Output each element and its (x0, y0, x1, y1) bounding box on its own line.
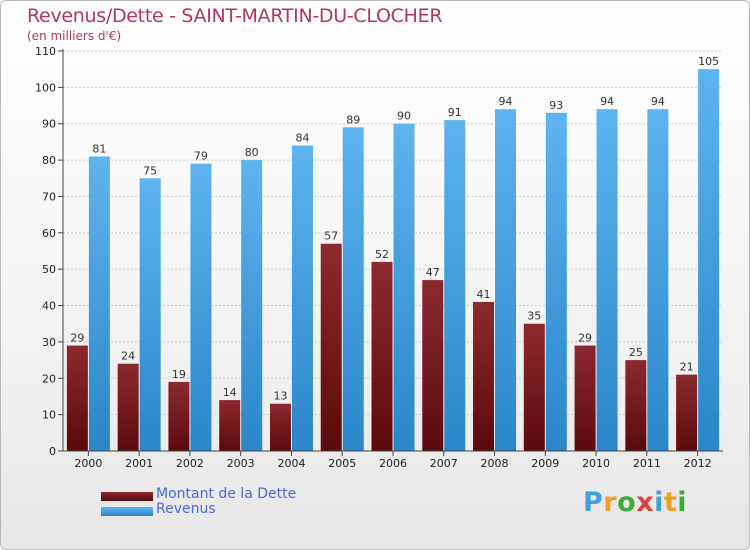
revenue-bar-2006 (393, 123, 415, 452)
x-tick-label: 2006 (379, 457, 407, 470)
debt-bar-2008 (473, 301, 495, 451)
y-tick-label: 60 (42, 227, 56, 240)
legend-label-revenue: Revenus (156, 501, 216, 517)
y-tick-label: 110 (35, 45, 56, 58)
revenue-bar-2004 (291, 145, 313, 451)
grid-lines (63, 50, 723, 416)
logo-letter: x (636, 487, 655, 518)
revenue-bar-2000 (88, 156, 110, 452)
y-tick-label: 30 (42, 336, 56, 349)
logo-letter: t (663, 487, 678, 518)
revenue-value-label-2006: 90 (397, 110, 411, 123)
legend-swatch-revenue (101, 507, 153, 516)
debt-bar-2002 (168, 381, 190, 451)
revenue-bar-2003 (241, 160, 263, 451)
x-tick-label: 2002 (176, 457, 204, 470)
x-tick-label: 2010 (582, 457, 610, 470)
x-tick-label: 2012 (684, 457, 712, 470)
debt-value-label-2009: 35 (527, 310, 541, 323)
bars: 29 81 24 75 19 79 14 80 13 84 57 89 52 90 47 91 41 94 35 93… (66, 55, 720, 452)
revenue-bar-2001 (139, 178, 161, 452)
y-tick-label: 80 (42, 154, 56, 167)
revenue-bar-2010 (596, 109, 618, 451)
revenue-value-label-2004: 84 (295, 132, 309, 145)
logo-letter: P (583, 487, 604, 518)
debt-bar-2009 (523, 323, 545, 451)
revenue-bar-2009 (545, 112, 567, 452)
debt-value-label-2005: 57 (324, 230, 338, 243)
logo-letter: i (654, 487, 664, 518)
chart-title: Revenus/Dette - SAINT-MARTIN-DU-CLOCHER (27, 5, 443, 27)
x-tick-label: 2009 (531, 457, 559, 470)
logo-letter: o (617, 487, 637, 518)
x-tick-label: 2003 (227, 457, 255, 470)
y-tick-label: 100 (35, 81, 56, 94)
x-tick-label: 2005 (328, 457, 356, 470)
revenue-value-label-2012: 105 (698, 55, 719, 68)
x-tick-label: 2011 (633, 457, 661, 470)
debt-bar-2007 (422, 280, 444, 451)
x-tick-label: 2007 (430, 457, 458, 470)
chart-subtitle: (en milliers d'€) (27, 29, 122, 43)
revenue-value-label-2009: 93 (549, 99, 563, 112)
revenue-value-label-2002: 79 (194, 150, 208, 163)
legend-swatch-debt (101, 492, 153, 501)
debt-value-label-2008: 41 (477, 288, 491, 301)
revenue-value-label-2001: 75 (143, 164, 157, 177)
x-tick-label: 2004 (277, 457, 305, 470)
debt-value-label-2003: 14 (223, 386, 237, 399)
revenue-bar-2008 (495, 109, 517, 451)
debt-value-label-2012: 21 (680, 361, 694, 374)
x-tick-label: 2008 (481, 457, 509, 470)
debt-value-label-2011: 25 (629, 346, 643, 359)
revenue-value-label-2011: 94 (651, 95, 665, 108)
logo-letter: i (677, 487, 688, 518)
revenue-value-label-2010: 94 (600, 95, 614, 108)
revenue-bar-2005 (342, 127, 364, 451)
revenue-bar-2002 (190, 163, 212, 451)
y-tick-label: 20 (42, 372, 56, 385)
y-tick-label: 70 (42, 190, 56, 203)
legend-label-debt: Montant de la Dette (156, 486, 297, 502)
x-tick-label: 2001 (125, 457, 153, 470)
revenue-bar-2012 (698, 69, 720, 451)
y-tick-label: 10 (42, 409, 56, 422)
debt-bar-2005 (320, 243, 342, 451)
revenue-value-label-2000: 81 (92, 142, 106, 155)
debt-value-label-2010: 29 (578, 332, 592, 345)
y-tick-label: 50 (42, 263, 56, 276)
revenue-value-label-2008: 94 (499, 95, 513, 108)
proxiti-logo: Proxiti (583, 487, 687, 518)
revenue-value-label-2003: 80 (245, 146, 259, 159)
debt-value-label-2006: 52 (375, 248, 389, 261)
debt-bar-2001 (117, 363, 139, 451)
revenue-bar-2007 (444, 120, 466, 451)
debt-bar-2003 (219, 400, 241, 451)
debt-bar-2010 (574, 345, 596, 451)
axes: 0 10 20 30 40 50 60 70 80 90 100 110 2000 2001 2002 200… (35, 45, 723, 470)
debt-value-label-2000: 29 (70, 332, 84, 345)
logo-letter: r (603, 487, 618, 518)
debt-value-label-2007: 47 (426, 266, 440, 279)
revenue-value-label-2005: 89 (346, 113, 360, 126)
debt-value-label-2004: 13 (273, 390, 287, 403)
y-tick-label: 0 (49, 445, 56, 458)
debt-bar-2011 (625, 360, 647, 451)
debt-value-label-2002: 19 (172, 368, 186, 381)
debt-value-label-2001: 24 (121, 350, 135, 363)
revenue-value-label-2007: 91 (448, 106, 462, 119)
x-tick-label: 2000 (74, 457, 102, 470)
revenue-bar-2011 (647, 109, 669, 451)
debt-bar-2006 (371, 261, 393, 451)
y-tick-label: 90 (42, 118, 56, 131)
debt-bar-2000 (66, 345, 88, 451)
y-tick-label: 40 (42, 300, 56, 313)
debt-bar-2004 (269, 403, 291, 451)
debt-bar-2012 (676, 374, 698, 451)
